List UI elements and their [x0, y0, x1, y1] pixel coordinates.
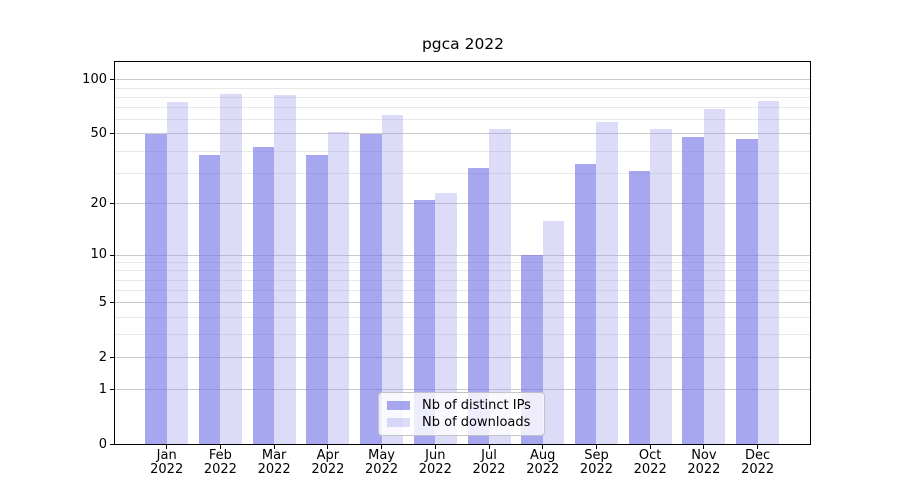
gridline-minor [115, 290, 811, 292]
gridline-major [115, 203, 811, 205]
y-axis-tick-label: 1 [98, 381, 107, 397]
bar-distinct-ips-dec [736, 138, 758, 445]
x-tick-mark [166, 445, 168, 449]
bar-distinct-ips-nov [682, 137, 704, 445]
y-axis-tick-label: 20 [90, 195, 107, 211]
bar-downloads-aug [542, 220, 565, 445]
y-tick-mark [110, 302, 114, 304]
x-tick-mark [542, 445, 544, 449]
legend-swatch-downloads [387, 418, 410, 427]
gridline-major [115, 389, 811, 391]
x-axis-tick-label: Mar 2022 [257, 448, 291, 477]
legend-swatch-distinct-ips [387, 401, 410, 410]
x-axis-tick-label: Jul 2022 [472, 448, 506, 477]
bar-downloads-feb [220, 94, 242, 445]
x-tick-mark [595, 445, 597, 449]
legend-item-downloads: Nb of downloads [387, 415, 536, 430]
gridline-minor [115, 316, 811, 318]
bar-distinct-ips-sep [574, 163, 597, 445]
gridline-minor [115, 262, 811, 264]
y-axis-tick-label: 2 [98, 349, 107, 365]
gridline-minor [115, 279, 811, 281]
gridline-major [115, 357, 811, 359]
bar-downloads-may [381, 114, 404, 445]
bar-downloads-jun [435, 193, 457, 445]
x-tick-mark [649, 445, 651, 449]
y-tick-mark [110, 444, 114, 445]
x-axis-tick-label: Jun 2022 [418, 448, 452, 477]
x-axis-tick-label: Apr 2022 [311, 448, 345, 477]
gridline-minor [115, 107, 811, 109]
bar-downloads-mar [274, 95, 296, 445]
bar-downloads-jan [166, 102, 189, 445]
bar-distinct-ips-jan [145, 133, 167, 445]
bar-downloads-sep [596, 122, 618, 445]
x-axis-tick-label: Oct 2022 [633, 448, 667, 477]
bar-distinct-ips-jul [467, 168, 490, 445]
bar-distinct-ips-mar [252, 147, 275, 445]
chart-title: pgca 2022 [421, 35, 505, 53]
gridline-minor [115, 150, 811, 152]
y-tick-mark [110, 389, 114, 391]
y-tick-mark [110, 254, 114, 256]
legend-item-distinct-ips: Nb of distinct IPs [387, 398, 536, 413]
gridline-minor [115, 96, 811, 98]
y-tick-mark [110, 203, 114, 205]
x-tick-mark [488, 445, 490, 449]
gridline-major [115, 302, 811, 304]
x-tick-mark [381, 445, 383, 449]
gridline-minor [115, 119, 811, 121]
y-axis-tick-label: 50 [90, 125, 107, 141]
gridline-major [115, 79, 811, 81]
x-tick-mark [434, 445, 436, 449]
legend-label-distinct-ips: Nb of distinct IPs [422, 398, 531, 413]
bar-downloads-dec [757, 101, 780, 445]
y-axis-tick-label: 10 [90, 247, 107, 263]
x-tick-mark [219, 445, 221, 449]
x-axis-tick-label: Jan 2022 [150, 448, 184, 477]
gridline-minor [115, 334, 811, 336]
bar-downloads-jul [489, 129, 511, 445]
bar-distinct-ips-jun [413, 200, 436, 445]
x-tick-mark [273, 445, 275, 449]
x-tick-mark [703, 445, 705, 449]
x-axis-tick-label: May 2022 [365, 448, 399, 477]
x-tick-mark [757, 445, 759, 449]
x-axis-tick-label: Aug 2022 [526, 448, 560, 477]
gridline-minor [115, 270, 811, 272]
y-axis-tick-label: 5 [98, 294, 107, 310]
x-axis-tick-label: Feb 2022 [203, 448, 237, 477]
bar-distinct-ips-feb [198, 155, 221, 445]
bar-distinct-ips-apr [306, 155, 328, 445]
legend-label-downloads: Nb of downloads [422, 415, 531, 430]
bar-distinct-ips-may [360, 133, 382, 445]
bar-downloads-nov [703, 108, 726, 445]
legend: Nb of distinct IPs Nb of downloads [378, 392, 545, 436]
y-tick-mark [110, 79, 114, 81]
x-axis-tick-label: Sep 2022 [579, 448, 613, 477]
y-axis-tick-label: 0 [98, 436, 107, 452]
bar-distinct-ips-oct [628, 170, 651, 445]
x-tick-mark [327, 445, 329, 449]
gridline-minor [115, 87, 811, 89]
bar-downloads-apr [327, 132, 350, 445]
y-axis-tick-label: 100 [82, 71, 107, 87]
gridline-major [115, 133, 811, 135]
y-tick-mark [110, 357, 114, 359]
gridline-major [115, 254, 811, 256]
x-axis-tick-label: Nov 2022 [687, 448, 721, 477]
bar-downloads-oct [650, 129, 672, 445]
gridline-minor [115, 172, 811, 174]
y-tick-mark [110, 133, 114, 135]
x-axis-tick-label: Dec 2022 [741, 448, 775, 477]
